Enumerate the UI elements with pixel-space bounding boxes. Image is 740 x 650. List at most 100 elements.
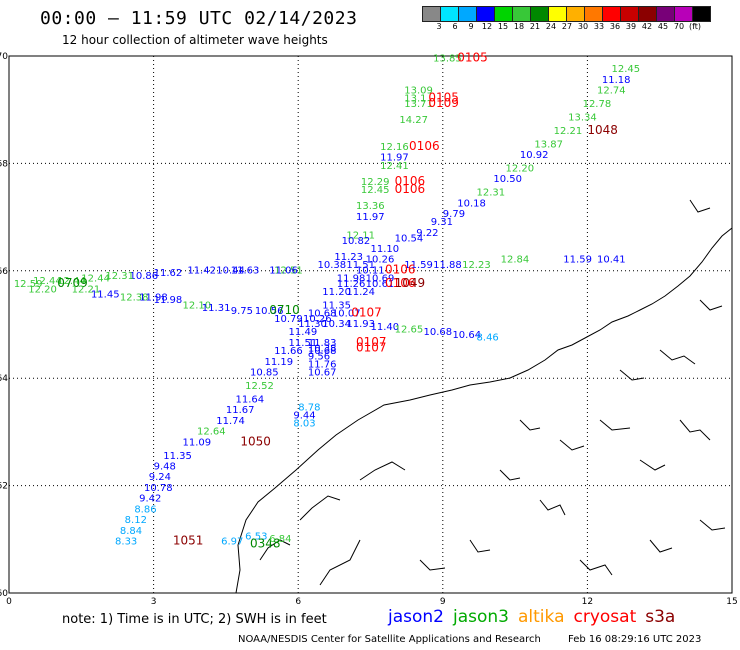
color-scale-label: 30 bbox=[577, 22, 589, 31]
wave-height-label: 13.34 bbox=[568, 112, 597, 123]
wave-height-label: 12.45 bbox=[612, 64, 641, 75]
wave-height-label: 8.84 bbox=[120, 526, 142, 537]
coastline bbox=[235, 199, 733, 594]
wave-height-label: 11.98 bbox=[139, 292, 168, 303]
pass-id-label: 0106 bbox=[385, 276, 416, 290]
wave-height-label: 11.97 bbox=[356, 212, 385, 223]
wave-height-label: 10.38 bbox=[308, 343, 337, 354]
wave-height-label: 11.35 bbox=[163, 451, 192, 462]
pass-id-label: 1048 bbox=[587, 123, 618, 137]
wave-height-label: 11.49 bbox=[289, 327, 318, 338]
y-tick-label: 68 bbox=[0, 159, 8, 169]
wave-height-label: 12.64 bbox=[197, 427, 226, 438]
color-scale-label: (ft) bbox=[688, 22, 702, 31]
wave-height-label: 11.24 bbox=[346, 287, 375, 298]
wave-height-label: 12.45 bbox=[361, 185, 390, 196]
wave-height-label: 11.20 bbox=[322, 287, 351, 298]
wave-height-label: 8.46 bbox=[477, 333, 499, 344]
wave-height-label: 12.65 bbox=[395, 325, 424, 336]
map-subtitle: 12 hour collection of altimeter wave hei… bbox=[62, 33, 328, 47]
wave-height-label: 12.21 bbox=[72, 284, 101, 295]
wave-height-label: 11.45 bbox=[91, 290, 120, 301]
legend-entry-jason3: jason3 bbox=[453, 607, 509, 627]
wave-height-label: 10.79 bbox=[274, 314, 303, 325]
wave-height-label: 9.56 bbox=[308, 351, 330, 362]
wave-height-label: 11.51 bbox=[346, 260, 375, 271]
wave-height-label: 11.64 bbox=[236, 394, 265, 405]
color-scale-label: 42 bbox=[641, 22, 653, 31]
color-scale-label: 24 bbox=[545, 22, 557, 31]
pass-id-label: 0106 bbox=[409, 139, 440, 153]
wave-height-map: 03691215706866646260 13.85010512.4511.18… bbox=[0, 50, 738, 605]
y-tick-label: 60 bbox=[0, 589, 8, 599]
pass-id-label: 1049 bbox=[395, 276, 426, 290]
legend-entry-cryosat: cryosat bbox=[573, 607, 637, 627]
wave-height-label: 12.44 bbox=[57, 276, 86, 287]
x-tick-label: 0 bbox=[6, 597, 12, 605]
wave-height-label: 10.38 bbox=[317, 260, 346, 271]
wave-height-label: 8.03 bbox=[293, 419, 315, 430]
satellite-legend: jason2 jason3 altika cryosat s3a bbox=[388, 607, 684, 627]
wave-height-label: 10.86 bbox=[130, 271, 159, 282]
color-scale-label: 21 bbox=[529, 22, 541, 31]
wave-height-label: 11.93 bbox=[346, 319, 375, 330]
wave-height-label: 12.74 bbox=[597, 86, 626, 97]
color-scale-label: 15 bbox=[497, 22, 509, 31]
wave-height-label: 10.18 bbox=[457, 198, 486, 209]
pass-id-label: 1050 bbox=[240, 434, 271, 448]
wave-height-label: 10.68 bbox=[308, 308, 337, 319]
wave-height-label: 6.97 bbox=[221, 537, 243, 548]
wave-height-label: 10.85 bbox=[250, 368, 279, 379]
wave-height-label: 12.10 bbox=[183, 300, 212, 311]
wave-height-label: 12.38 bbox=[120, 292, 149, 303]
wave-height-label: 12.23 bbox=[462, 260, 491, 271]
color-scale-bar bbox=[422, 6, 711, 22]
wave-height-label: 9.31 bbox=[431, 217, 453, 228]
x-tick-label: 15 bbox=[726, 597, 737, 605]
wave-height-label: 9.42 bbox=[139, 494, 161, 505]
color-scale-label: 3 bbox=[436, 22, 442, 31]
wave-height-label: 12.11 bbox=[346, 231, 375, 242]
wave-height-label: 10.07 bbox=[332, 308, 361, 319]
wave-height-label: 6.53 bbox=[245, 531, 267, 542]
wave-height-label: 10.26 bbox=[303, 314, 332, 325]
pass-id-label: 0107 bbox=[356, 335, 387, 349]
x-tick-label: 9 bbox=[440, 597, 446, 605]
x-tick-label: 6 bbox=[295, 597, 301, 605]
pass-id-label: 0710 bbox=[269, 303, 300, 317]
x-tick-label: 3 bbox=[151, 597, 157, 605]
wave-height-label: 9.24 bbox=[149, 472, 171, 483]
wave-height-label: 10.64 bbox=[452, 330, 481, 341]
legend-entry-s3a: s3a bbox=[645, 607, 676, 627]
color-scale-label: 9 bbox=[468, 22, 474, 31]
wave-height-label: 12.78 bbox=[583, 99, 612, 110]
wave-height-label: 10.61 bbox=[366, 279, 395, 290]
footer-timestamp: Feb 16 08:29:16 UTC 2023 bbox=[568, 634, 702, 645]
wave-height-label: 11.19 bbox=[264, 357, 293, 368]
y-tick-label: 66 bbox=[0, 267, 8, 277]
wave-height-label: 6.84 bbox=[269, 534, 291, 545]
wave-height-label: 11.09 bbox=[183, 437, 212, 448]
wave-height-label: 11.83 bbox=[308, 338, 337, 349]
footer-note: note: 1) Time is in UTC; 2) SWH is in fe… bbox=[62, 612, 327, 627]
y-tick-label: 62 bbox=[0, 482, 8, 492]
color-scale-label: 70 bbox=[673, 22, 685, 31]
color-scale-label: 33 bbox=[593, 22, 605, 31]
pass-id-label: 0106 bbox=[395, 174, 426, 188]
wave-height-label: 11.97 bbox=[380, 153, 409, 164]
pass-id-label: 0348 bbox=[250, 536, 281, 550]
wave-height-label: 13.36 bbox=[356, 201, 385, 212]
wave-height-label: 10.56 bbox=[255, 306, 284, 317]
wave-height-label: 10.92 bbox=[520, 150, 549, 161]
wave-height-label: 10.78 bbox=[144, 483, 173, 494]
wave-height-label: 10.67 bbox=[308, 368, 337, 379]
wave-height-label: 13.09 bbox=[404, 86, 433, 97]
color-scale-label: 39 bbox=[625, 22, 637, 31]
wave-height-label: 10.68 bbox=[308, 346, 337, 357]
wave-height-label: 11.10 bbox=[371, 244, 400, 255]
wave-height-label: 11.26 bbox=[337, 279, 366, 290]
wave-height-label: 12.52 bbox=[245, 381, 274, 392]
wave-height-label: 12.59 bbox=[14, 279, 43, 290]
pass-id-label: 0105 bbox=[428, 91, 459, 105]
x-tick-label: 12 bbox=[582, 597, 593, 605]
